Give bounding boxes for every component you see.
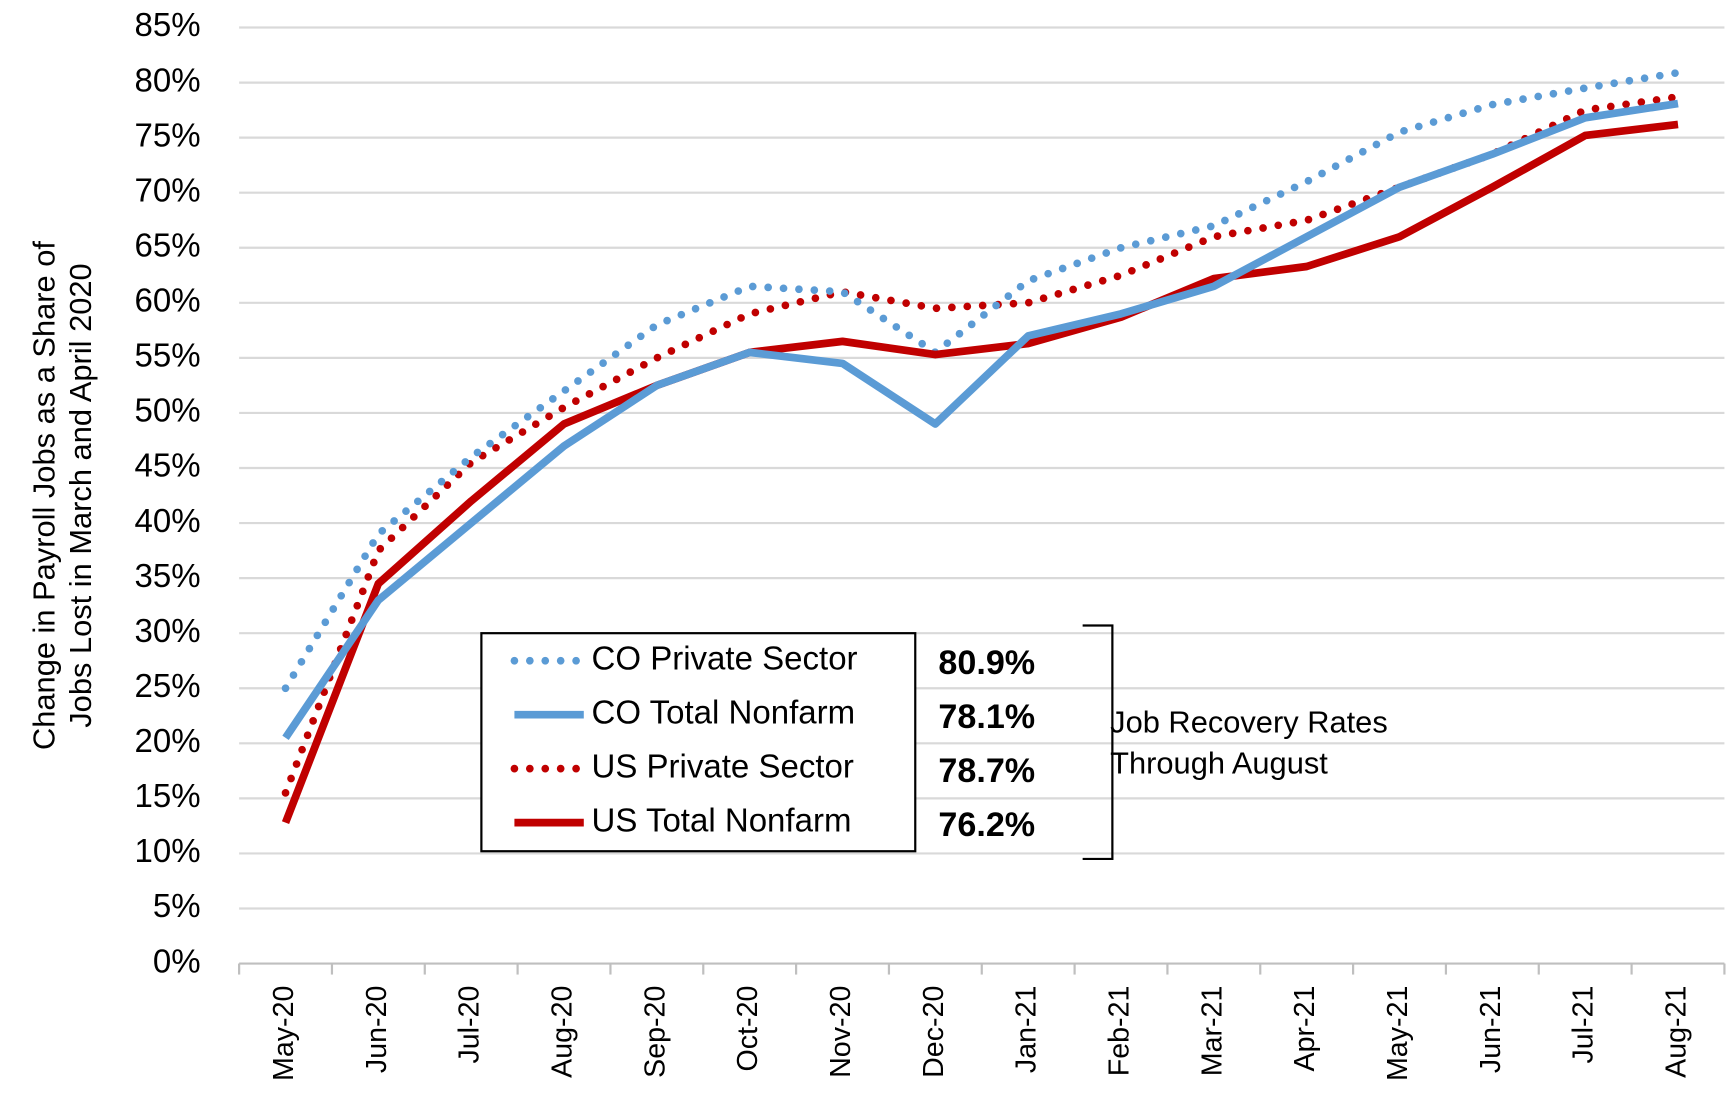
y-tick-label: 80% — [134, 61, 200, 98]
x-tick-label: Apr-21 — [1289, 986, 1321, 1072]
y-tick-label: 5% — [153, 887, 201, 924]
y-tick-label: 70% — [134, 171, 200, 208]
annotation: Through August — [1110, 745, 1328, 780]
x-tick-label: Sep-20 — [639, 986, 671, 1078]
series-line — [281, 93, 1682, 797]
series-line — [281, 120, 1679, 824]
x-tick-label: Mar-21 — [1196, 986, 1228, 1077]
legend-label: CO Total Nonfarm — [592, 693, 856, 730]
x-tick-label: Jul-20 — [454, 986, 486, 1064]
recovery-label: 80.9% — [938, 644, 1035, 682]
series-line — [281, 68, 1682, 693]
y-axis-label: Change in Payroll Jobs as a Share of — [27, 241, 62, 750]
x-tick-label: Jun-21 — [1475, 986, 1507, 1074]
y-tick-label: 50% — [134, 392, 200, 429]
legend-label: US Total Nonfarm — [592, 801, 852, 838]
x-tick-label: Feb-21 — [1104, 986, 1136, 1077]
x-tick-label: Nov-20 — [825, 986, 857, 1078]
y-axis-label: Jobs Lost in March and April 2020 — [63, 263, 98, 727]
recovery-label: 76.2% — [938, 806, 1035, 844]
legend-label: CO Private Sector — [592, 639, 858, 676]
annotation: Job Recovery Rates — [1110, 705, 1388, 740]
legend-box — [480, 632, 917, 853]
y-tick-label: 25% — [134, 667, 200, 704]
y-tick-label: 65% — [134, 226, 200, 263]
legend-label: US Private Sector — [592, 747, 854, 784]
y-tick-label: 30% — [134, 612, 200, 649]
y-tick-label: 10% — [134, 832, 200, 869]
series-line — [282, 99, 1679, 740]
y-tick-label: 40% — [134, 502, 200, 539]
y-tick-label: 55% — [134, 337, 200, 374]
y-tick-label: 45% — [134, 447, 200, 484]
x-tick-label: Jan-21 — [1011, 986, 1043, 1074]
x-tick-label: Oct-20 — [732, 986, 764, 1072]
y-tick-label: 85% — [134, 6, 200, 43]
y-tick-label: 15% — [134, 777, 200, 814]
x-tick-label: May-21 — [1382, 986, 1414, 1081]
x-tick-label: Dec-20 — [918, 986, 950, 1078]
x-tick-label: May-20 — [268, 986, 300, 1081]
y-tick-label: 60% — [134, 282, 200, 319]
bracket — [1082, 624, 1114, 861]
x-tick-label: Aug-21 — [1661, 986, 1693, 1078]
y-tick-label: 20% — [134, 722, 200, 759]
recovery-label: 78.1% — [938, 698, 1035, 736]
y-tick-label: 35% — [134, 557, 200, 594]
x-tick-label: Aug-20 — [547, 986, 579, 1078]
y-tick-label: 0% — [153, 942, 201, 979]
recovery-label: 78.7% — [938, 752, 1035, 790]
x-tick-label: Jun-20 — [361, 986, 393, 1074]
y-tick-label: 75% — [134, 116, 200, 153]
x-tick-label: Jul-21 — [1568, 986, 1600, 1064]
